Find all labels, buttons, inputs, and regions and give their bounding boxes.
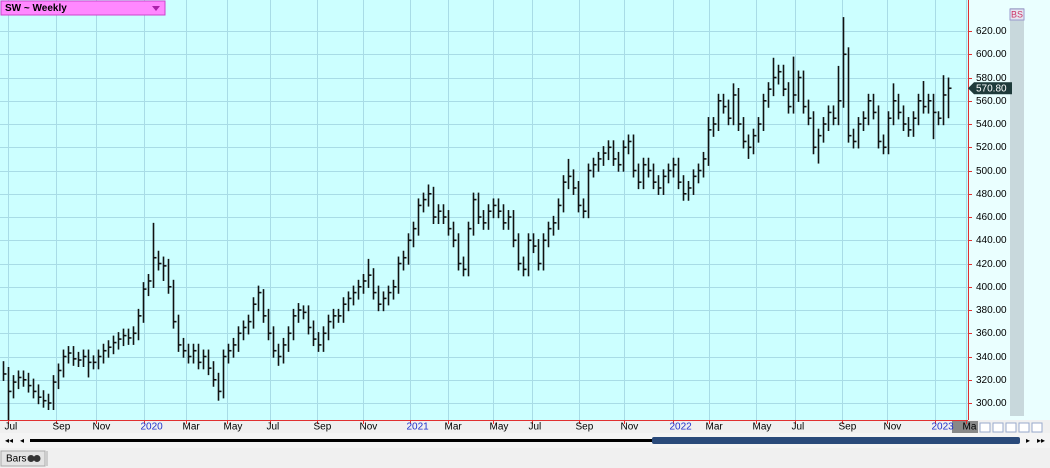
zoom-buttons [979, 422, 1043, 433]
bars [2, 17, 952, 420]
scroll-left[interactable]: ◂ [20, 436, 24, 445]
zoom-button[interactable] [992, 422, 1004, 433]
y-tick-label: 440.00 [976, 235, 1007, 246]
x-tick-label: Ma [963, 422, 977, 433]
x-tick-label: 2022 [670, 422, 693, 433]
x-tick-label: Mar [445, 422, 463, 433]
x-tick-label: 2021 [407, 422, 430, 433]
title-box[interactable] [0, 0, 166, 16]
x-tick-label: Sep [314, 422, 332, 433]
x-tick-label: Nov [884, 422, 902, 433]
last-price-box [974, 82, 1012, 95]
x-tick-label: May [490, 422, 509, 433]
x-tick-label: Nov [360, 422, 378, 433]
y-labels: 300.00 320.00 340.00 360.00 380.00 400.00 420.… [968, 26, 1007, 409]
y-tick-label: 460.00 [976, 212, 1007, 223]
zoom-button[interactable] [1005, 422, 1017, 433]
x-tick-label: May [753, 422, 772, 433]
x-tick-label: Jul [267, 422, 280, 433]
x-tick-label: Jul [792, 422, 805, 433]
scroll-last[interactable]: ▸▸ [1037, 436, 1045, 445]
x-labels: Jul Sep Nov 2020 Mar May Jul Sep Nov 2021 Mar May Ju… [5, 420, 977, 433]
x-tick-label: 2023 [932, 422, 955, 433]
y-tick-label: 500.00 [976, 166, 1007, 177]
plot-area [0, 0, 968, 420]
grid [0, 0, 968, 420]
x-tick-label: Jul [529, 422, 542, 433]
scroll-thumb[interactable] [652, 437, 1020, 444]
y-tick-label: 380.00 [976, 305, 1007, 316]
price-axis-area [968, 0, 1050, 420]
x-tick-label: Nov [93, 422, 111, 433]
side-strip [1010, 8, 1024, 416]
tab-label: Bars [6, 454, 27, 465]
x-tick-label: Mar [183, 422, 201, 433]
date-box [952, 421, 978, 433]
y-tick-label: 560.00 [976, 96, 1007, 107]
chart-title: SW ~ Weekly [5, 3, 67, 14]
y-tick-label: 420.00 [976, 259, 1007, 270]
y-tick-label: 340.00 [976, 352, 1007, 363]
tab-icon [33, 455, 41, 462]
y-tick-label: 620.00 [976, 26, 1007, 37]
zoom-button[interactable] [1031, 422, 1043, 433]
last-price-pointer [968, 82, 974, 95]
tab[interactable] [0, 450, 46, 467]
tab-icon [27, 455, 35, 462]
x-tick-label: 2020 [141, 422, 164, 433]
y-tick-label: 540.00 [976, 119, 1007, 130]
x-tick-label: Sep [576, 422, 594, 433]
x-tick-label: Jul [5, 422, 18, 433]
y-tick-label: 400.00 [976, 282, 1007, 293]
y-tick-label: 300.00 [976, 398, 1007, 409]
last-price-label: 570.80 [976, 83, 1007, 94]
y-tick-label: 600.00 [976, 49, 1007, 60]
badge-text: BS [1011, 9, 1023, 19]
scroll-first[interactable]: ◂◂ [5, 436, 13, 445]
badge[interactable] [1009, 8, 1025, 21]
x-tick-label: Sep [839, 422, 857, 433]
x-tick-label: May [224, 422, 243, 433]
x-tick-label: Nov [621, 422, 639, 433]
scroll-track[interactable] [30, 439, 1020, 442]
y-tick-label: 580.00 [976, 73, 1007, 84]
y-tick-label: 320.00 [976, 375, 1007, 386]
y-tick-label: 480.00 [976, 189, 1007, 200]
x-tick-label: Mar [706, 422, 724, 433]
dropdown-arrow[interactable] [152, 6, 160, 11]
scroll-right[interactable]: ▸ [1026, 436, 1030, 445]
y-tick-label: 520.00 [976, 142, 1007, 153]
y-tick-label: 360.00 [976, 328, 1007, 339]
x-tick-label: Sep [53, 422, 71, 433]
zoom-button[interactable] [1018, 422, 1030, 433]
tab-row [0, 450, 1050, 468]
zoom-button[interactable] [979, 422, 991, 433]
